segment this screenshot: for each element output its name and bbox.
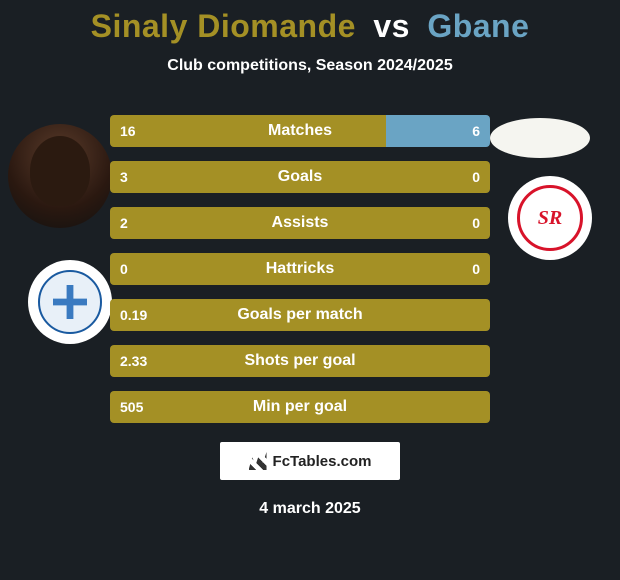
stat-value-left: 3	[110, 169, 128, 185]
stat-bar-left: 16	[110, 115, 386, 147]
stat-bar-left: 2.33	[110, 345, 490, 377]
stat-value-left: 0.19	[110, 307, 147, 323]
stat-value-left: 0	[110, 261, 128, 277]
stat-row: 30Goals	[110, 161, 490, 193]
stat-row: 00Hattricks	[110, 253, 490, 285]
stat-row: 505Min per goal	[110, 391, 490, 423]
player2-avatar	[490, 118, 590, 158]
cross-icon	[53, 285, 87, 319]
stat-value-left: 16	[110, 123, 136, 139]
stat-value-right: 0	[472, 261, 490, 277]
stat-row: 2.33Shots per goal	[110, 345, 490, 377]
stat-value-left: 2.33	[110, 353, 147, 369]
comparison-title: Sinaly Diomande vs Gbane	[0, 0, 620, 45]
date-text: 4 march 2025	[0, 500, 620, 518]
stat-bar-left: 0.19	[110, 299, 490, 331]
subtitle-text: Club competitions, Season 2024/2025	[0, 57, 620, 75]
stat-bar-left: 0	[110, 253, 490, 285]
stat-row: 166Matches	[110, 115, 490, 147]
stat-value-right: 0	[472, 215, 490, 231]
watermark-text: FcTables.com	[273, 453, 372, 470]
stat-bar-right: 6	[386, 115, 490, 147]
stat-value-left: 505	[110, 399, 143, 415]
player1-club-badge	[28, 260, 112, 344]
stat-row: 0.19Goals per match	[110, 299, 490, 331]
player2-club-badge: SR	[508, 176, 592, 260]
vs-text: vs	[373, 8, 410, 44]
reims-badge-icon: SR	[517, 185, 583, 251]
stat-bar-left: 2	[110, 207, 490, 239]
stat-row: 20Assists	[110, 207, 490, 239]
stat-value-right: 6	[472, 123, 490, 139]
player2-name: Gbane	[427, 8, 529, 44]
chart-icon	[249, 452, 267, 470]
stat-bar-left: 505	[110, 391, 490, 423]
stats-chart: 166Matches30Goals20Assists00Hattricks0.1…	[110, 115, 490, 437]
stat-value-left: 2	[110, 215, 128, 231]
player1-avatar	[8, 124, 112, 228]
stat-value-right: 0	[472, 169, 490, 185]
auxerre-badge-icon	[38, 270, 102, 334]
player1-name: Sinaly Diomande	[91, 8, 356, 44]
stat-bar-left: 3	[110, 161, 490, 193]
reims-initials: SR	[538, 207, 562, 230]
watermark-badge: FcTables.com	[220, 442, 400, 480]
